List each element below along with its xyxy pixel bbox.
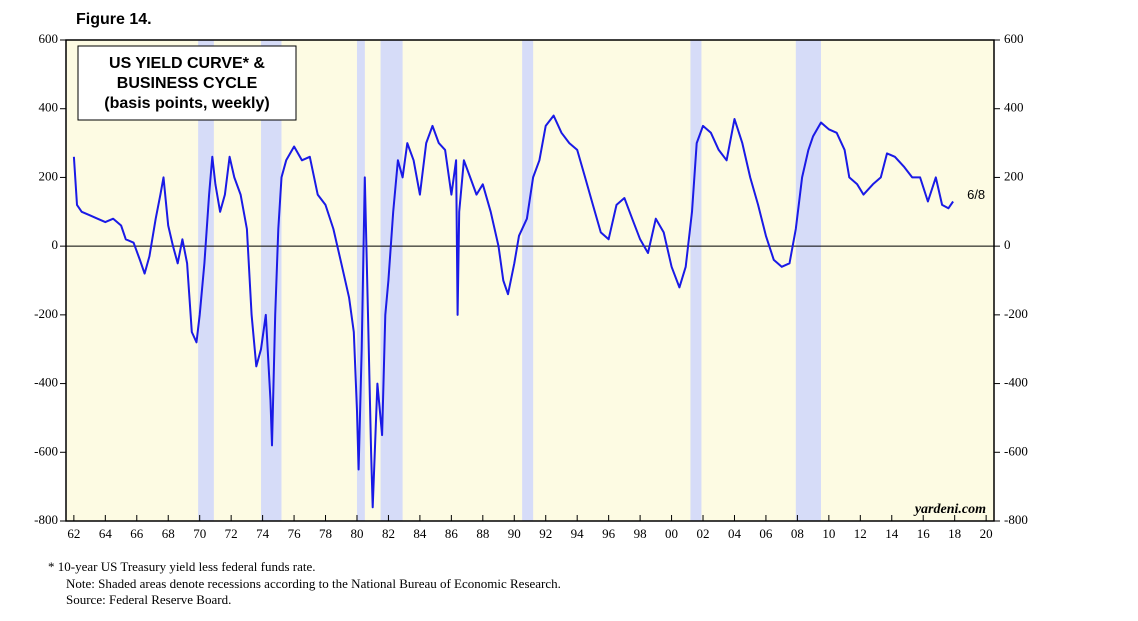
x-tick-label: 64: [99, 526, 113, 541]
x-tick-label: 02: [697, 526, 710, 541]
recession-band: [380, 40, 403, 521]
series-line: [72, 114, 954, 509]
x-tick-label: 92: [539, 526, 552, 541]
x-tick-label: 14: [885, 526, 899, 541]
y-tick-label: 200: [39, 168, 59, 183]
x-tick-label: 16: [917, 526, 931, 541]
y2-tick-label: -800: [1004, 512, 1028, 527]
y-tick-label: -800: [34, 512, 58, 527]
x-tick-label: 74: [256, 526, 270, 541]
x-tick-label: 86: [445, 526, 459, 541]
x-tick-label: 78: [319, 526, 332, 541]
recession-band: [261, 40, 282, 521]
footnote: Source: Federal Reserve Board.: [66, 592, 231, 607]
y-tick-label: 600: [39, 31, 59, 46]
y-tick-label: -400: [34, 375, 58, 390]
x-tick-label: 12: [854, 526, 867, 541]
y2-tick-label: 200: [1004, 168, 1024, 183]
y-tick-label: -200: [34, 306, 58, 321]
recession-band: [198, 40, 214, 521]
x-tick-label: 80: [350, 526, 363, 541]
x-tick-label: 08: [791, 526, 804, 541]
y2-tick-label: 0: [1004, 237, 1011, 252]
figure-label: Figure 14.: [76, 11, 152, 28]
x-tick-label: 10: [822, 526, 835, 541]
title-line: (basis points, weekly): [104, 95, 269, 112]
x-tick-label: 20: [980, 526, 993, 541]
footnote: * 10-year US Treasury yield less federal…: [48, 559, 316, 574]
y2-tick-label: 400: [1004, 100, 1024, 115]
title-line: US YIELD CURVE* &: [109, 55, 265, 72]
x-tick-label: 00: [665, 526, 678, 541]
watermark: yardeni.com: [913, 502, 986, 517]
x-tick-label: 68: [162, 526, 175, 541]
y-tick-label: 0: [52, 237, 59, 252]
recession-band: [690, 40, 702, 521]
y2-tick-label: -400: [1004, 375, 1028, 390]
x-tick-label: 82: [382, 526, 395, 541]
recession-band: [522, 40, 534, 521]
x-tick-label: 84: [413, 526, 427, 541]
y2-tick-label: 600: [1004, 31, 1024, 46]
x-tick-label: 72: [225, 526, 238, 541]
title-line: BUSINESS CYCLE: [117, 75, 258, 92]
x-tick-label: 18: [948, 526, 961, 541]
x-tick-label: 76: [288, 526, 302, 541]
end-label: 6/8: [967, 187, 985, 202]
x-tick-label: 98: [634, 526, 647, 541]
x-tick-label: 90: [508, 526, 521, 541]
x-tick-label: 88: [476, 526, 489, 541]
x-tick-label: 70: [193, 526, 206, 541]
x-tick-label: 04: [728, 526, 742, 541]
x-tick-label: 96: [602, 526, 616, 541]
recession-band: [356, 40, 365, 521]
plot-frame: [65, 39, 995, 522]
y-tick-label: -600: [34, 443, 58, 458]
x-tick-label: 06: [759, 526, 773, 541]
y-tick-label: 400: [39, 100, 59, 115]
x-tick-label: 62: [67, 526, 80, 541]
x-tick-label: 66: [130, 526, 144, 541]
footnote: Note: Shaded areas denote recessions acc…: [66, 576, 561, 591]
title-box: [77, 45, 297, 121]
x-tick-label: 94: [571, 526, 585, 541]
recession-band: [795, 40, 821, 521]
y2-tick-label: -200: [1004, 306, 1028, 321]
y2-tick-label: -600: [1004, 443, 1028, 458]
